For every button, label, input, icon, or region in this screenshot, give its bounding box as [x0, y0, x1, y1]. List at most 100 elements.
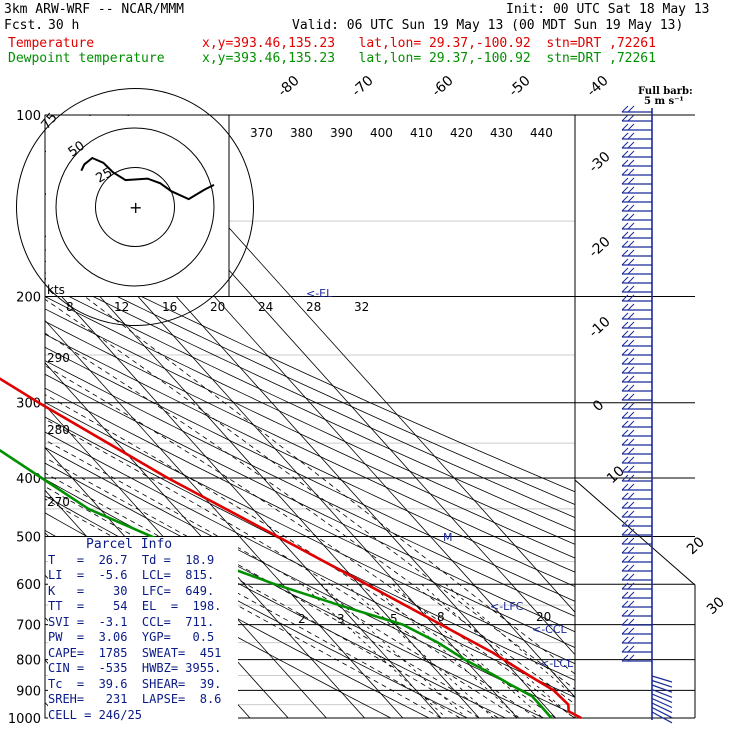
wind-barb — [621, 366, 629, 374]
wind-barb — [627, 600, 635, 608]
wind-barb — [627, 393, 635, 401]
wind-barb — [621, 420, 629, 428]
mixing-ratio-label: 20 — [536, 610, 551, 624]
plot-frame — [44, 114, 576, 719]
mixing-ratio-line — [301, 583, 447, 718]
wind-barb — [621, 438, 629, 446]
wind-barb — [621, 168, 629, 176]
dry-adiabat — [45, 320, 575, 573]
isobar-label: 500 — [16, 530, 41, 545]
wind-barb-low — [651, 684, 673, 693]
wind-barb — [627, 132, 635, 140]
wind-barb — [621, 627, 629, 635]
legend-temperature-info: x,y=393.46,135.23 lat,lon= 29.37,-100.92… — [202, 36, 656, 51]
parcel-row: TT = 54 EL = 198. — [48, 599, 222, 613]
wind-barb — [621, 456, 629, 464]
wind-barb — [621, 528, 629, 536]
dry-adiabat — [45, 249, 575, 493]
wind-barb — [627, 159, 635, 167]
wind-barb — [627, 537, 635, 545]
wind-barb — [621, 483, 629, 491]
wind-barb — [621, 447, 629, 455]
wind-barb — [627, 627, 635, 635]
wind-barb — [627, 492, 635, 500]
lcl-marker: <-LCL — [540, 657, 574, 670]
ccl-marker: <-CCL — [532, 623, 568, 636]
isotherm-label: -30 — [586, 149, 614, 176]
wind-barb — [621, 312, 629, 320]
wind-barb — [627, 339, 635, 347]
wind-barb — [621, 177, 629, 185]
moist-adiabat — [45, 472, 480, 718]
theta-label: 440 — [530, 126, 553, 140]
wind-barb — [627, 186, 635, 194]
mixing-ratio-label: 8 — [437, 610, 445, 624]
isotherm-label: -80 — [275, 73, 303, 100]
isotherm-label: 20 — [684, 534, 708, 558]
dry-adiabat — [45, 402, 575, 665]
hodograph-background — [46, 116, 229, 296]
parcel-row: CAPE= 1785 SWEAT= 451 — [48, 645, 222, 660]
isobar-label: 1000 — [8, 712, 41, 727]
wind-barb — [627, 141, 635, 149]
legend-temperature: Temperature — [8, 36, 95, 51]
wind-barb — [621, 339, 629, 347]
wind-barb — [627, 375, 635, 383]
parcel-row: K = 30 LFC= 649. — [48, 583, 215, 598]
dry-adiabat — [45, 308, 575, 559]
moist-adiabat — [45, 498, 442, 718]
wind-barb — [621, 303, 629, 311]
wind-barb — [627, 123, 635, 131]
wind-barb — [621, 186, 629, 194]
wind-barb — [627, 240, 635, 248]
wind-barb-title: Full barb: — [638, 86, 693, 97]
isobar-label: 600 — [16, 578, 41, 593]
mixing-ratio-line — [370, 583, 520, 718]
wind-barb — [621, 141, 629, 149]
plot-edge — [574, 479, 696, 718]
wind-barb — [621, 249, 629, 257]
wind-barb — [621, 492, 629, 500]
wind-barb — [627, 150, 635, 158]
wind-barb — [627, 357, 635, 365]
isotherm-line — [45, 319, 404, 718]
wind-barb — [621, 195, 629, 203]
wind-barb — [621, 465, 629, 473]
wind-barb — [627, 321, 635, 329]
isotherm-line — [45, 234, 480, 718]
moist-adiabat — [45, 298, 575, 690]
wind-barb — [621, 159, 629, 167]
wind-barb-value: 5 m s⁻¹ — [644, 96, 684, 107]
theta-label: 430 — [490, 126, 513, 140]
hodograph-ring — [95, 167, 175, 247]
wind-barb — [627, 249, 635, 257]
init-time: Init: 00 UTC Sat 18 May 13 — [506, 2, 710, 17]
mixing-ratio-label: 28 — [306, 300, 321, 314]
theta-label: 400 — [370, 126, 393, 140]
wind-barb — [621, 222, 629, 230]
mixing-ratio-label: 16 — [162, 300, 177, 314]
wind-barb — [627, 555, 635, 563]
theta-label: 410 — [410, 126, 433, 140]
wind-barb — [627, 420, 635, 428]
m-marker: M — [443, 531, 453, 544]
wind-barb — [621, 645, 629, 653]
wind-barb — [627, 564, 635, 572]
legend-dewpoint: Dewpoint temperature — [8, 51, 165, 66]
mixing-ratio-label: 2 — [298, 612, 306, 626]
wind-barb — [627, 636, 635, 644]
dry-adiabat — [45, 346, 575, 602]
wind-barb — [627, 456, 635, 464]
wind-barb — [621, 636, 629, 644]
theta-label: 370 — [250, 126, 273, 140]
isotherm-label: 10 — [604, 463, 628, 487]
wind-barb — [627, 177, 635, 185]
wind-barb — [627, 276, 635, 284]
wind-barb — [621, 546, 629, 554]
wind-barb — [621, 375, 629, 383]
wind-barb — [627, 429, 635, 437]
temperature-profile — [0, 377, 582, 720]
wind-barb — [627, 384, 635, 392]
wind-barb — [627, 474, 635, 482]
